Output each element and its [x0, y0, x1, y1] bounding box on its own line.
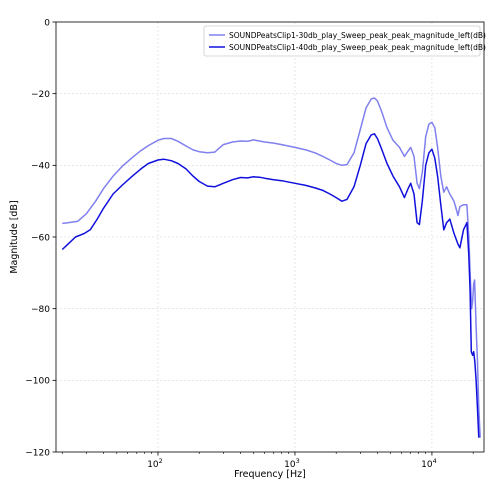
- y-tick-label: 0: [44, 18, 50, 28]
- y-tick-label: −80: [31, 305, 50, 315]
- x-tick-label: 104: [421, 457, 437, 470]
- legend-box: [203, 25, 481, 57]
- x-tick-label-base: 10: [284, 460, 296, 470]
- legend-label-1: SOUNDPeatsClip1-30db_play_Sweep_peak_pea…: [229, 31, 486, 40]
- x-tick-label-exponent: 4: [433, 457, 437, 465]
- series-line-1: [62, 97, 481, 438]
- y-tick-label: −120: [25, 448, 50, 458]
- y-axis-label: Magnitude [dB]: [9, 200, 20, 273]
- legend-label-2: SOUNDPeatsClip1-40db_play_Sweep_peak_pea…: [229, 43, 486, 52]
- y-tick-label: −60: [31, 233, 50, 243]
- legend: SOUNDPeatsClip1-30db_play_Sweep_peak_pea…: [203, 25, 486, 57]
- x-tick-label-base: 10: [421, 460, 433, 470]
- series-layer: [61, 97, 481, 438]
- x-tick-label-base: 10: [147, 460, 159, 470]
- x-axis-label: Frequency [Hz]: [234, 469, 306, 480]
- x-tick-label-exponent: 3: [296, 457, 300, 465]
- y-tick-label: −40: [31, 162, 50, 172]
- x-tick-label: 102: [147, 457, 163, 470]
- x-tick-label-exponent: 2: [159, 457, 163, 465]
- x-tick-label: 103: [284, 457, 300, 470]
- series-line-2: [61, 133, 480, 438]
- y-tick-label: −20: [31, 90, 50, 100]
- y-tick-label: −100: [25, 377, 50, 387]
